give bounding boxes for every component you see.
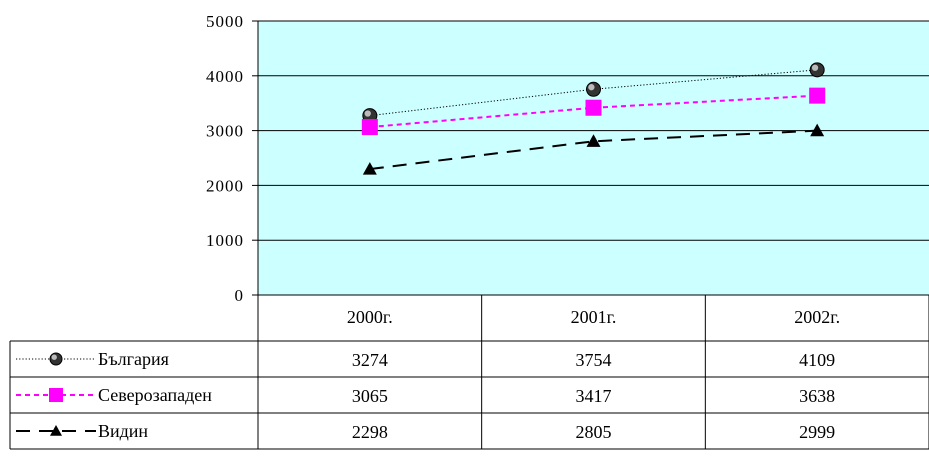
legend-keys: България Северозападен Видин — [16, 349, 212, 441]
data-point-marker — [585, 99, 602, 116]
y-tick-label: 1000 — [206, 231, 244, 250]
category-label: 2000г. — [347, 307, 393, 327]
series-line — [369, 129, 818, 171]
value-cell: 4109 — [799, 350, 835, 370]
y-tick-label: 0 — [235, 286, 245, 305]
category-label: 2001г. — [571, 307, 617, 327]
data-point-marker — [809, 87, 826, 104]
value-cell: 3638 — [799, 386, 835, 406]
data-point-marker — [810, 123, 825, 137]
value-cell: 3754 — [576, 350, 612, 370]
series-name: България — [98, 349, 169, 369]
series-name: Северозападен — [98, 385, 212, 405]
y-tick-label: 5000 — [206, 12, 244, 31]
legend-marker — [49, 388, 63, 402]
series-name: Видин — [98, 421, 148, 441]
series-layer — [361, 62, 826, 175]
series-line — [369, 94, 818, 129]
data-point-marker — [361, 119, 378, 136]
legend-marker — [50, 425, 62, 436]
series-line — [369, 69, 818, 117]
category-label: 2002г. — [794, 307, 840, 327]
data-table: 2000г. 2001г. 2002г. — [9, 295, 929, 450]
y-tick-label: 2000 — [206, 176, 244, 195]
plot-area — [258, 21, 929, 295]
data-point-marker — [586, 81, 601, 97]
value-cell: 2999 — [799, 422, 835, 442]
value-cell: 2298 — [352, 422, 388, 442]
value-cell: 3065 — [352, 386, 388, 406]
y-tick-label: 4000 — [206, 67, 244, 86]
data-table-values: 3274 3754 4109 3065 3417 3638 2298 2805 2999 — [352, 350, 835, 442]
data-point-marker — [809, 62, 825, 78]
value-cell: 3274 — [352, 350, 388, 370]
y-tick-label: 3000 — [206, 122, 244, 141]
legend-marker — [49, 352, 63, 366]
data-point-marker — [586, 134, 601, 147]
data-point-marker — [362, 162, 377, 175]
value-cell: 3417 — [576, 386, 612, 406]
value-cell: 2805 — [576, 422, 612, 442]
y-axis-ticks: 0 1000 2000 3000 4000 5000 — [206, 12, 259, 305]
